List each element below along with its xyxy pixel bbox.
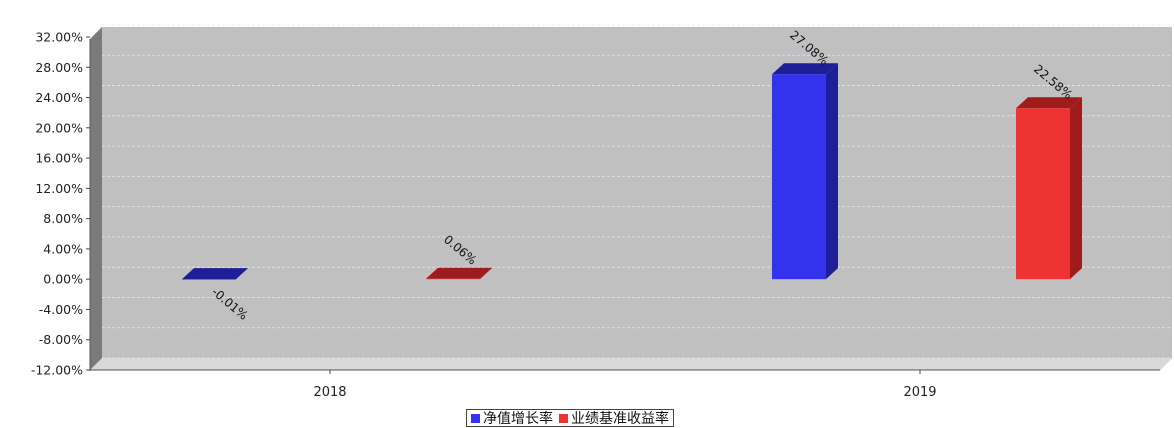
bar-1-2018 bbox=[182, 268, 248, 280]
legend-swatch-series-2 bbox=[559, 413, 568, 423]
y-tick-label: 32.00% bbox=[35, 30, 83, 45]
y-tick-label: 8.00% bbox=[43, 211, 83, 226]
legend-item-series-2: 业绩基准收益率 bbox=[559, 408, 669, 428]
y-tick-label: -4.00% bbox=[39, 302, 83, 317]
legend-swatch-series-1 bbox=[471, 413, 480, 423]
legend-label-series-1: 净值增长率 bbox=[483, 411, 553, 427]
plot-back-wall bbox=[102, 27, 1172, 358]
y-tick-label: 28.00% bbox=[35, 60, 83, 75]
y-tick-label: -8.00% bbox=[39, 332, 83, 347]
x-axis: 2018 2019 bbox=[313, 370, 937, 400]
x-tick-label: 2019 bbox=[903, 385, 936, 400]
y-tick-label: 16.00% bbox=[35, 151, 83, 166]
bar-front-face bbox=[182, 279, 236, 280]
x-tick-label: 2018 bbox=[313, 385, 346, 400]
y-tick-label: -12.00% bbox=[31, 363, 83, 378]
y-axis: 32.00% 28.00% 24.00% 20.00% 16.00% 12.00% 8.00… bbox=[31, 30, 90, 378]
legend-label-series-2: 业绩基准收益率 bbox=[571, 411, 669, 427]
bar-top-face bbox=[772, 63, 838, 75]
y-tick-label: 24.00% bbox=[35, 90, 83, 105]
plot-area bbox=[89, 27, 1172, 371]
y-tick-label: 4.00% bbox=[43, 241, 83, 256]
bar-side-face bbox=[236, 268, 248, 280]
y-tick-label: 12.00% bbox=[35, 181, 83, 196]
bar-front-face bbox=[426, 278, 480, 280]
gridlines bbox=[102, 24, 1172, 359]
bar-2-2019 bbox=[1016, 97, 1082, 280]
bar-front-face bbox=[772, 74, 826, 280]
bar-top-face bbox=[1016, 97, 1082, 109]
bar-side-face bbox=[826, 63, 838, 280]
bar-side-face bbox=[480, 267, 492, 280]
bar-2-2018 bbox=[426, 267, 492, 280]
bar-top-face bbox=[182, 268, 248, 280]
plot-floor bbox=[90, 358, 1172, 370]
legend: 净值增长率 业绩基准收益率 bbox=[466, 409, 674, 427]
y-tick-label: 0.00% bbox=[43, 272, 83, 287]
bar-side-face bbox=[1070, 97, 1082, 280]
bar-front-face bbox=[1016, 108, 1070, 280]
y-tick-label: 20.00% bbox=[35, 120, 83, 135]
bar-1-2019 bbox=[772, 63, 838, 280]
bar-top-face bbox=[426, 267, 492, 279]
legend-item-series-1: 净值增长率 bbox=[471, 408, 553, 428]
bars bbox=[182, 63, 1082, 280]
